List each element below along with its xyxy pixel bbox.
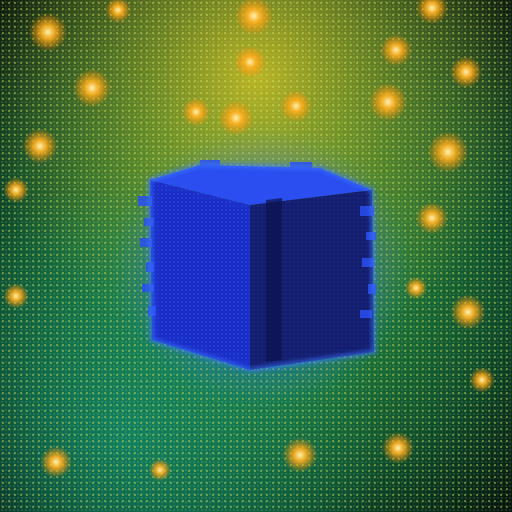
glowing-orb — [28, 12, 68, 52]
cube-voxel-step — [362, 258, 374, 267]
cube-voxel-step — [360, 310, 372, 318]
glowing-orb — [22, 128, 58, 164]
cube-voxel-step — [142, 284, 154, 292]
cube-notch — [266, 198, 282, 362]
glowing-orb — [234, 46, 266, 78]
glowing-orb — [218, 100, 254, 136]
cube-voxel-step — [360, 206, 374, 216]
glowing-orb — [427, 131, 469, 173]
voxel-cube — [138, 160, 377, 373]
glowing-orb — [450, 56, 482, 88]
glowing-orb — [3, 177, 29, 203]
cube-outline-glow — [147, 162, 377, 373]
glowing-orb — [368, 82, 408, 122]
glowing-orb — [72, 68, 112, 108]
glowing-orb — [382, 432, 414, 464]
cube-top-face — [150, 165, 372, 205]
glowing-orb — [416, 202, 448, 234]
glowing-orb — [450, 294, 486, 330]
glowing-orb — [148, 458, 172, 482]
cube-left-texture — [150, 180, 250, 370]
glowing-orb — [469, 367, 495, 393]
glowing-orb — [40, 446, 72, 478]
glowing-orb — [282, 437, 318, 473]
cube-voxel-step — [138, 196, 152, 206]
glowing-orb — [3, 283, 29, 309]
glowing-orbs — [3, 0, 495, 482]
cube-voxel-step — [140, 238, 152, 247]
glowing-orb — [280, 90, 312, 122]
glowing-orb — [234, 0, 274, 36]
glowing-orb — [105, 0, 131, 23]
glowing-orb — [380, 34, 412, 66]
glowing-orb — [181, 97, 211, 127]
glowing-orb — [416, 0, 448, 24]
